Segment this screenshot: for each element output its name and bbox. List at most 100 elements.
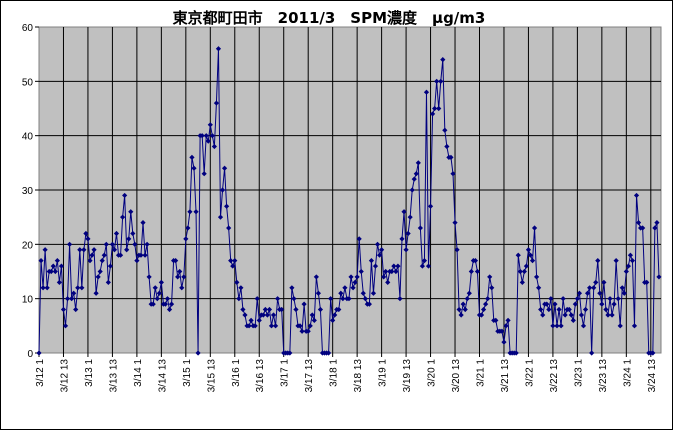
data-point bbox=[203, 133, 209, 139]
x-tick-label: 3/23 13 bbox=[598, 359, 609, 393]
data-point bbox=[442, 127, 448, 133]
x-tick-label: 3/21 1 bbox=[475, 359, 486, 387]
data-point bbox=[338, 290, 344, 296]
data-point bbox=[336, 306, 342, 313]
data-point bbox=[66, 241, 73, 247]
data-point bbox=[221, 165, 228, 171]
data-point bbox=[38, 258, 44, 264]
data-point bbox=[346, 296, 352, 302]
data-point bbox=[73, 306, 79, 313]
x-tick-label: 3/25 1 bbox=[671, 359, 672, 387]
data-point bbox=[264, 312, 271, 318]
data-point bbox=[50, 263, 56, 269]
data-point bbox=[566, 306, 572, 313]
data-point bbox=[309, 312, 315, 318]
data-point bbox=[440, 57, 446, 63]
data-point bbox=[268, 323, 275, 329]
data-point bbox=[635, 220, 642, 226]
data-point bbox=[317, 306, 324, 313]
data-point bbox=[120, 214, 126, 220]
data-point bbox=[230, 263, 236, 269]
data-point bbox=[254, 296, 260, 302]
data-point bbox=[101, 252, 107, 258]
data-point bbox=[501, 339, 507, 345]
data-point bbox=[87, 258, 93, 264]
data-point bbox=[450, 171, 456, 177]
data-point bbox=[95, 274, 101, 280]
data-point bbox=[97, 268, 103, 275]
data-point bbox=[201, 171, 207, 177]
data-point bbox=[195, 350, 201, 356]
data-point bbox=[525, 247, 532, 253]
data-point bbox=[623, 268, 629, 275]
x-tick-label: 3/13 1 bbox=[84, 359, 95, 387]
data-point bbox=[385, 279, 391, 285]
data-point bbox=[248, 317, 254, 323]
data-point bbox=[144, 241, 150, 247]
data-point bbox=[454, 247, 460, 253]
data-point bbox=[158, 279, 164, 285]
data-point bbox=[305, 328, 311, 334]
data-point bbox=[609, 312, 615, 318]
data-point bbox=[629, 258, 636, 264]
data-point bbox=[409, 187, 415, 193]
data-point bbox=[54, 258, 60, 264]
data-point bbox=[425, 263, 432, 269]
data-point bbox=[207, 122, 213, 128]
data-point bbox=[472, 258, 479, 264]
x-tick-label: 3/15 1 bbox=[182, 359, 193, 387]
data-point bbox=[301, 301, 307, 307]
data-point bbox=[597, 290, 603, 296]
data-point bbox=[279, 306, 285, 313]
data-point bbox=[224, 203, 230, 209]
data-point bbox=[358, 268, 364, 275]
data-point bbox=[42, 247, 48, 253]
data-point bbox=[395, 263, 401, 269]
data-point bbox=[191, 165, 197, 171]
data-point bbox=[458, 312, 464, 318]
x-tick-label: 3/23 1 bbox=[573, 359, 584, 387]
data-point bbox=[313, 274, 319, 280]
data-point bbox=[429, 111, 436, 117]
data-point bbox=[513, 350, 519, 356]
x-tick-label: 3/12 13 bbox=[59, 359, 70, 393]
data-point bbox=[60, 306, 67, 313]
data-series bbox=[36, 46, 662, 356]
data-point bbox=[633, 192, 640, 199]
data-point bbox=[650, 350, 656, 356]
data-point bbox=[109, 241, 116, 247]
chart-title: 東京都町田市 2011/3 SPM濃度 μg/m3 bbox=[173, 9, 486, 27]
data-point bbox=[550, 323, 556, 329]
data-point bbox=[460, 301, 466, 307]
y-tick-label: 30 bbox=[22, 186, 34, 197]
data-point bbox=[413, 171, 419, 177]
x-tick-label: 3/24 1 bbox=[622, 359, 633, 387]
data-point bbox=[401, 209, 407, 215]
data-point bbox=[625, 263, 631, 269]
data-point bbox=[215, 46, 222, 52]
x-tick-label: 3/13 13 bbox=[108, 359, 119, 393]
x-tick-label: 3/15 13 bbox=[206, 359, 217, 393]
data-point bbox=[199, 133, 205, 139]
data-point bbox=[548, 296, 554, 302]
data-point bbox=[179, 285, 185, 291]
data-point bbox=[570, 317, 576, 323]
data-point bbox=[444, 143, 450, 150]
data-point bbox=[93, 290, 99, 296]
data-point bbox=[456, 306, 462, 313]
data-point bbox=[611, 301, 617, 307]
data-point bbox=[311, 317, 317, 323]
data-point bbox=[540, 312, 546, 318]
x-tick-label: 3/19 13 bbox=[402, 359, 413, 393]
data-point bbox=[603, 306, 609, 313]
x-tick-label: 3/16 13 bbox=[255, 359, 266, 393]
data-point bbox=[183, 236, 189, 242]
data-point bbox=[113, 230, 120, 237]
data-point bbox=[572, 301, 578, 307]
data-point bbox=[132, 241, 138, 247]
x-tick-label: 3/19 1 bbox=[378, 359, 389, 387]
data-point bbox=[242, 312, 248, 318]
data-point bbox=[552, 301, 558, 307]
